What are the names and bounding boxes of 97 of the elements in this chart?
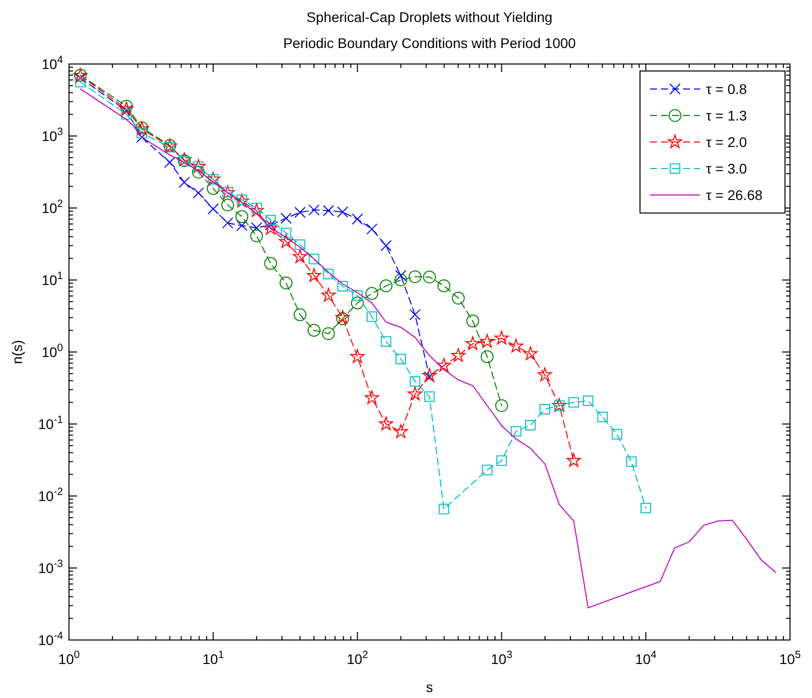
point <box>508 338 524 352</box>
point <box>366 311 378 322</box>
point <box>424 391 435 402</box>
point <box>308 254 320 264</box>
point <box>280 228 292 238</box>
point <box>364 390 380 404</box>
point <box>280 212 292 224</box>
y-tick-label: 10$^{1}$ <box>42 270 64 288</box>
point <box>480 334 494 348</box>
point <box>436 358 452 372</box>
y-tick-label: 10$^{-3}$ <box>38 558 64 576</box>
point <box>192 166 205 179</box>
point <box>378 416 394 430</box>
point <box>494 330 509 344</box>
point <box>408 270 422 284</box>
point <box>366 223 378 235</box>
x-axis-title: s <box>426 679 433 695</box>
point <box>249 203 264 217</box>
y-tick-label: 10$^{0}$ <box>42 342 64 360</box>
point <box>206 182 220 195</box>
point <box>408 386 422 400</box>
point <box>221 198 234 212</box>
point <box>308 324 320 337</box>
point <box>350 296 364 310</box>
point <box>280 276 292 290</box>
legend-label: τ = 0.8 <box>706 81 748 97</box>
point <box>480 350 494 364</box>
point <box>292 249 308 263</box>
point <box>178 176 190 188</box>
point <box>352 214 364 225</box>
legend-label: τ = 26.68 <box>706 187 763 203</box>
point <box>538 367 552 382</box>
point <box>365 287 378 300</box>
point <box>395 270 406 282</box>
point <box>337 206 348 218</box>
point <box>206 172 220 186</box>
x-tick-label: 10$^{4}$ <box>635 649 657 667</box>
y-tick-label: 10$^{4}$ <box>42 54 64 72</box>
point <box>523 346 538 360</box>
chart-title: Spherical-Cap Droplets without Yielding <box>306 9 552 25</box>
y-tick-label: 10$^{-4}$ <box>38 630 64 648</box>
point <box>423 270 436 284</box>
x-tick-label: 10$^{3}$ <box>490 649 512 667</box>
point <box>495 399 508 412</box>
point <box>322 204 334 216</box>
point <box>350 349 365 363</box>
point <box>466 336 480 350</box>
point <box>438 504 450 514</box>
point <box>410 376 420 387</box>
x-tick-label: 10$^{0}$ <box>58 649 80 667</box>
point <box>306 268 322 282</box>
point <box>422 368 437 382</box>
point <box>265 214 276 226</box>
y-tick-label: 10$^{-2}$ <box>38 486 64 504</box>
point <box>337 280 348 292</box>
point <box>394 274 408 286</box>
y-tick-label: 10$^{-1}$ <box>38 414 64 432</box>
point <box>437 279 450 292</box>
point <box>236 220 248 232</box>
chart-subtitle: Periodic Boundary Conditions with Period 1000 <box>283 35 576 51</box>
point <box>394 424 408 438</box>
point <box>164 156 176 168</box>
point <box>451 348 466 362</box>
x-tick-label: 10$^{1}$ <box>202 649 224 667</box>
point <box>566 453 581 467</box>
point <box>264 257 277 270</box>
point <box>294 206 306 218</box>
y-axis-title: n(s) <box>9 340 25 364</box>
legend-label: τ = 3.0 <box>706 160 748 176</box>
point <box>308 204 320 216</box>
x-tick-label: 10$^{2}$ <box>346 649 368 667</box>
legend-label: τ = 1.3 <box>706 108 748 124</box>
point <box>263 220 278 235</box>
point <box>409 309 421 320</box>
point <box>466 314 480 328</box>
legend-label: τ = 2.0 <box>706 134 748 150</box>
point <box>192 187 204 199</box>
y-tick-label: 10$^{2}$ <box>42 198 64 216</box>
point <box>352 290 363 301</box>
point <box>323 268 334 280</box>
point <box>250 229 264 242</box>
point <box>321 288 336 302</box>
point <box>294 308 306 322</box>
point <box>250 222 262 234</box>
point <box>380 336 392 347</box>
point <box>396 354 406 364</box>
point <box>294 239 306 250</box>
point <box>235 210 248 223</box>
point <box>208 203 219 215</box>
y-tick-label: 10$^{3}$ <box>42 126 64 144</box>
point <box>222 217 234 229</box>
point <box>322 327 335 340</box>
point <box>380 279 392 292</box>
x-tick-label: 10$^{5}$ <box>779 649 801 667</box>
point <box>380 240 392 252</box>
point <box>278 234 294 248</box>
point <box>452 292 465 305</box>
